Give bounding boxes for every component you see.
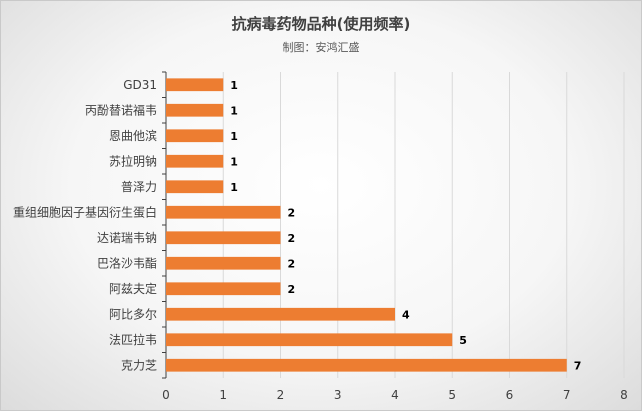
category-label: 普泽力 xyxy=(121,180,157,194)
x-tick-label: 6 xyxy=(506,388,514,402)
x-tick-label: 0 xyxy=(162,388,170,402)
category-label: 阿比多尔 xyxy=(109,306,157,321)
bar xyxy=(166,205,281,219)
category-label: 重组细胞因子基因衍生蛋白 xyxy=(13,204,157,219)
category-label: 丙酚替诺福韦 xyxy=(85,102,157,117)
x-tick-label: 4 xyxy=(391,388,399,402)
data-label: 1 xyxy=(230,104,238,117)
category-label: 恩曲他滨 xyxy=(109,128,157,143)
data-label: 2 xyxy=(288,257,296,270)
category-label: 法匹拉韦 xyxy=(109,332,157,347)
data-label: 5 xyxy=(459,334,467,347)
data-label: 1 xyxy=(230,130,238,143)
category-label: 苏拉明钠 xyxy=(109,153,157,168)
category-label: GD31 xyxy=(123,78,157,92)
chart-subtitle: 制图：安鸿汇盛 xyxy=(282,41,360,54)
data-label: 1 xyxy=(230,79,238,92)
data-label: 2 xyxy=(288,206,296,219)
bar xyxy=(166,180,224,194)
data-label: 2 xyxy=(288,232,296,245)
data-label: 1 xyxy=(230,181,238,194)
x-tick-label: 7 xyxy=(563,388,571,402)
x-tick-label: 5 xyxy=(448,388,456,402)
category-label: 达诺瑞韦钠 xyxy=(97,230,157,245)
data-label: 7 xyxy=(574,359,582,372)
bar xyxy=(166,78,224,92)
x-tick-label: 2 xyxy=(277,388,285,402)
bar xyxy=(166,256,281,270)
data-label: 2 xyxy=(288,283,296,296)
x-tick-label: 1 xyxy=(219,388,227,402)
data-label: 4 xyxy=(402,308,410,321)
x-tick-label: 3 xyxy=(334,388,342,402)
bar xyxy=(166,333,453,347)
category-label: 巴洛沙韦酯 xyxy=(97,255,157,270)
category-label: 阿兹夫定 xyxy=(109,281,157,296)
x-tick-label: 8 xyxy=(620,388,628,402)
data-label: 1 xyxy=(230,155,238,168)
chart-title: 抗病毒药物品种(使用频率) xyxy=(231,15,411,33)
bar xyxy=(166,307,395,321)
bar xyxy=(166,358,567,372)
bar xyxy=(166,231,281,245)
category-label: 克力芝 xyxy=(121,357,157,372)
bar xyxy=(166,282,281,296)
bar xyxy=(166,154,224,168)
bar xyxy=(166,129,224,143)
bar xyxy=(166,103,224,117)
